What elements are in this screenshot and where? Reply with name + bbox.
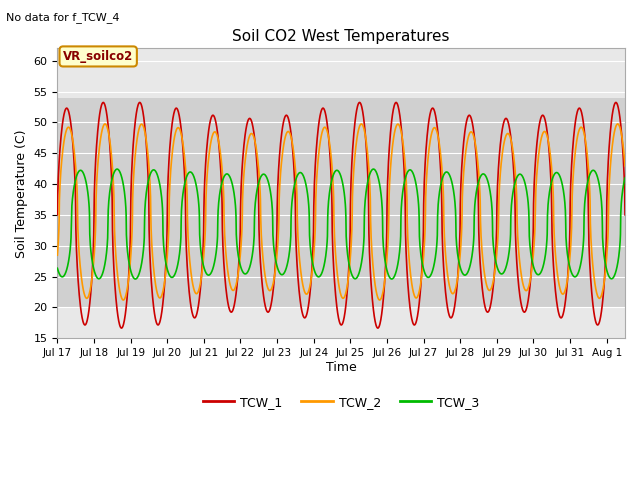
Text: VR_soilco2: VR_soilco2 bbox=[63, 50, 133, 63]
Y-axis label: Soil Temperature (C): Soil Temperature (C) bbox=[15, 129, 28, 258]
Legend: TCW_1, TCW_2, TCW_3: TCW_1, TCW_2, TCW_3 bbox=[198, 391, 484, 414]
Text: No data for f_TCW_4: No data for f_TCW_4 bbox=[6, 12, 120, 23]
Bar bbox=[58, 98, 625, 307]
Title: Soil CO2 West Temperatures: Soil CO2 West Temperatures bbox=[232, 29, 450, 44]
X-axis label: Time: Time bbox=[326, 360, 356, 374]
